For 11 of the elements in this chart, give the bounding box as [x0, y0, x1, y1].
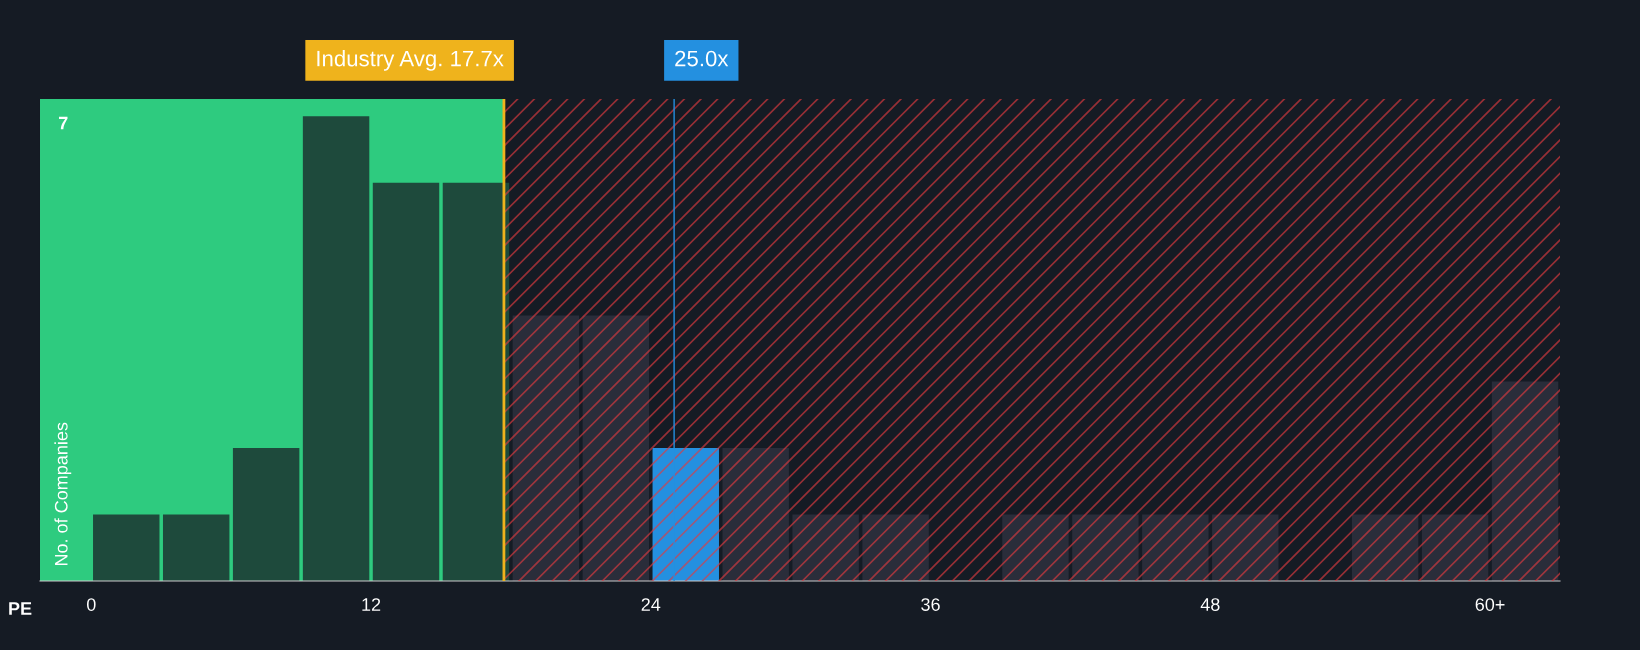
y-axis-title: No. of Companies	[54, 422, 72, 566]
x-axis-title: PE	[9, 602, 32, 615]
ref-line-label: Industry Avg. 17.7x	[317, 50, 504, 71]
x-tick-label: 36	[921, 598, 940, 611]
x-tick-label: 24	[641, 598, 661, 611]
x-tick-label: 48	[1200, 598, 1220, 611]
ref-line-label: 25.0x	[675, 50, 729, 67]
x-tick-label: 0	[86, 598, 96, 611]
x-tick-label: 12	[362, 598, 381, 611]
annotation: 7	[59, 116, 68, 130]
x-tick-label: 60+	[1475, 598, 1505, 611]
